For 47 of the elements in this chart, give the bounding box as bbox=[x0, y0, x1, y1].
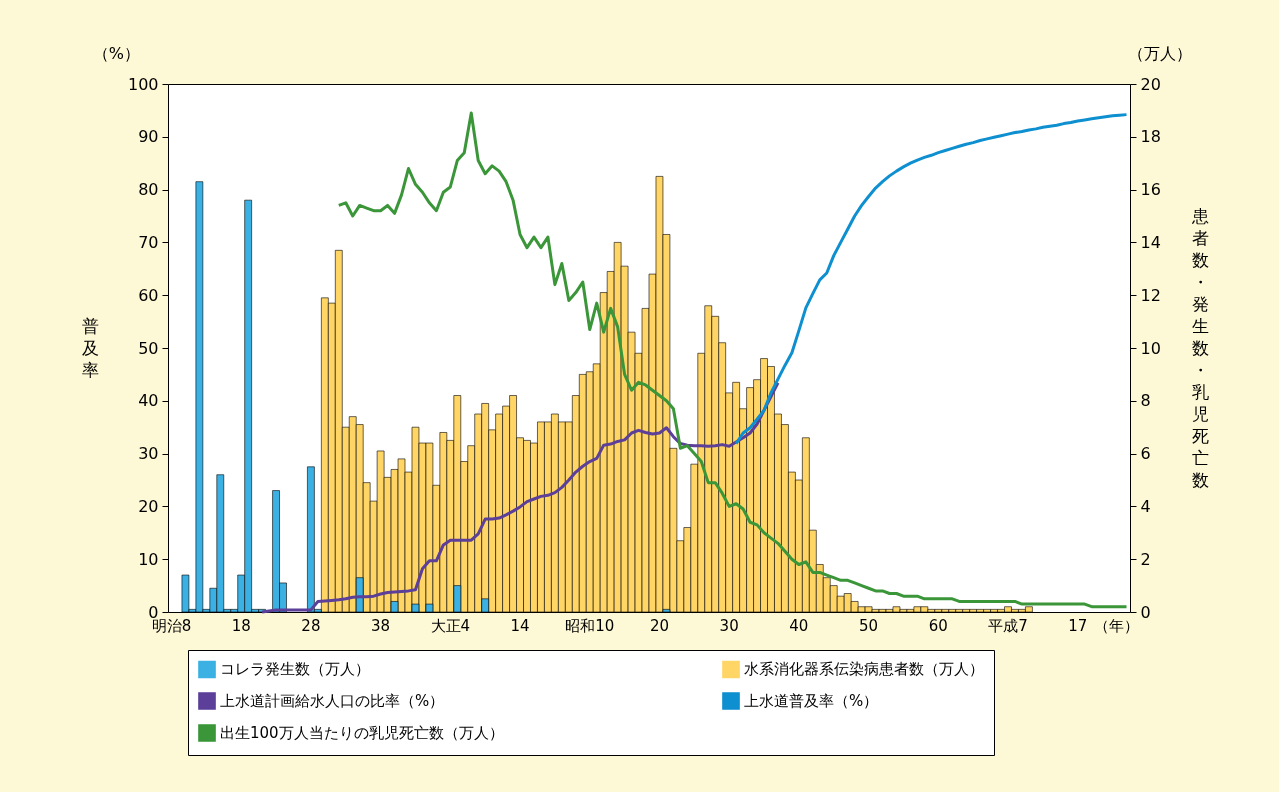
y2-tick-label: 6 bbox=[1140, 444, 1151, 464]
y2-tick-label: 0 bbox=[1140, 602, 1151, 622]
y-tick-label: 20 bbox=[138, 496, 159, 516]
y-tick-label: 30 bbox=[138, 444, 159, 464]
x-tick-label: 14 bbox=[510, 616, 530, 635]
y-tick-label: 100 bbox=[127, 74, 159, 94]
legend-label: 上水道普及率（%） bbox=[744, 692, 879, 710]
x-tick-label: 38 bbox=[371, 616, 391, 635]
x-axis-title: （年） bbox=[1094, 616, 1140, 635]
y-axis-title: 普及率 bbox=[82, 315, 99, 380]
y-tick-label: 70 bbox=[138, 232, 159, 252]
y2-tick-label: 4 bbox=[1140, 496, 1151, 516]
text: （%） bbox=[92, 44, 140, 63]
x-tick-label: 18 bbox=[231, 616, 251, 635]
y2-tick-label: 10 bbox=[1140, 338, 1161, 358]
x-tick-label: 30 bbox=[719, 616, 739, 635]
y2-tick-label: 14 bbox=[1140, 232, 1161, 252]
x-tick-label: 40 bbox=[789, 616, 809, 635]
y-tick-label: 10 bbox=[138, 549, 159, 569]
y2-tick-label: 12 bbox=[1140, 285, 1161, 305]
legend-label: 上水道計画給水人口の比率（%） bbox=[220, 692, 445, 710]
legend-label: 出生100万人当たりの乳児死亡数（万人） bbox=[220, 724, 504, 742]
text: 患者数・発生数・乳児死亡数 bbox=[1192, 205, 1209, 490]
legend-label: 水系消化器系伝染病患者数（万人） bbox=[744, 660, 984, 679]
line-series bbox=[260, 381, 780, 614]
y2-tick-label: 18 bbox=[1140, 127, 1161, 147]
line-series bbox=[734, 113, 1129, 446]
x-tick-label: 大正4 bbox=[430, 616, 471, 635]
x-tick-label: 17 bbox=[1068, 616, 1088, 635]
y2-tick-label: 2 bbox=[1140, 549, 1151, 569]
y-tick-label: 80 bbox=[138, 180, 159, 200]
y-tick-label: 60 bbox=[138, 285, 159, 305]
x-tick-label: 20 bbox=[649, 616, 669, 635]
y-tick-label: 90 bbox=[138, 127, 159, 147]
y2-tick-label: 8 bbox=[1140, 391, 1151, 411]
x-tick-label: 60 bbox=[928, 616, 948, 635]
legend-label: コレラ発生数（万人） bbox=[220, 660, 370, 679]
x-tick-label: 平成7 bbox=[988, 616, 1028, 635]
y-tick-label: 40 bbox=[138, 391, 159, 411]
x-tick-label: 28 bbox=[301, 616, 321, 635]
line-series bbox=[337, 111, 1129, 609]
y-tick-label: 50 bbox=[138, 338, 159, 358]
x-tick-label: 昭和10 bbox=[565, 616, 615, 635]
y2-tick-label: 16 bbox=[1140, 180, 1161, 200]
x-tick-label: 50 bbox=[859, 616, 879, 635]
y2-tick-label: 20 bbox=[1140, 74, 1161, 94]
text: （万人） bbox=[1128, 44, 1192, 63]
